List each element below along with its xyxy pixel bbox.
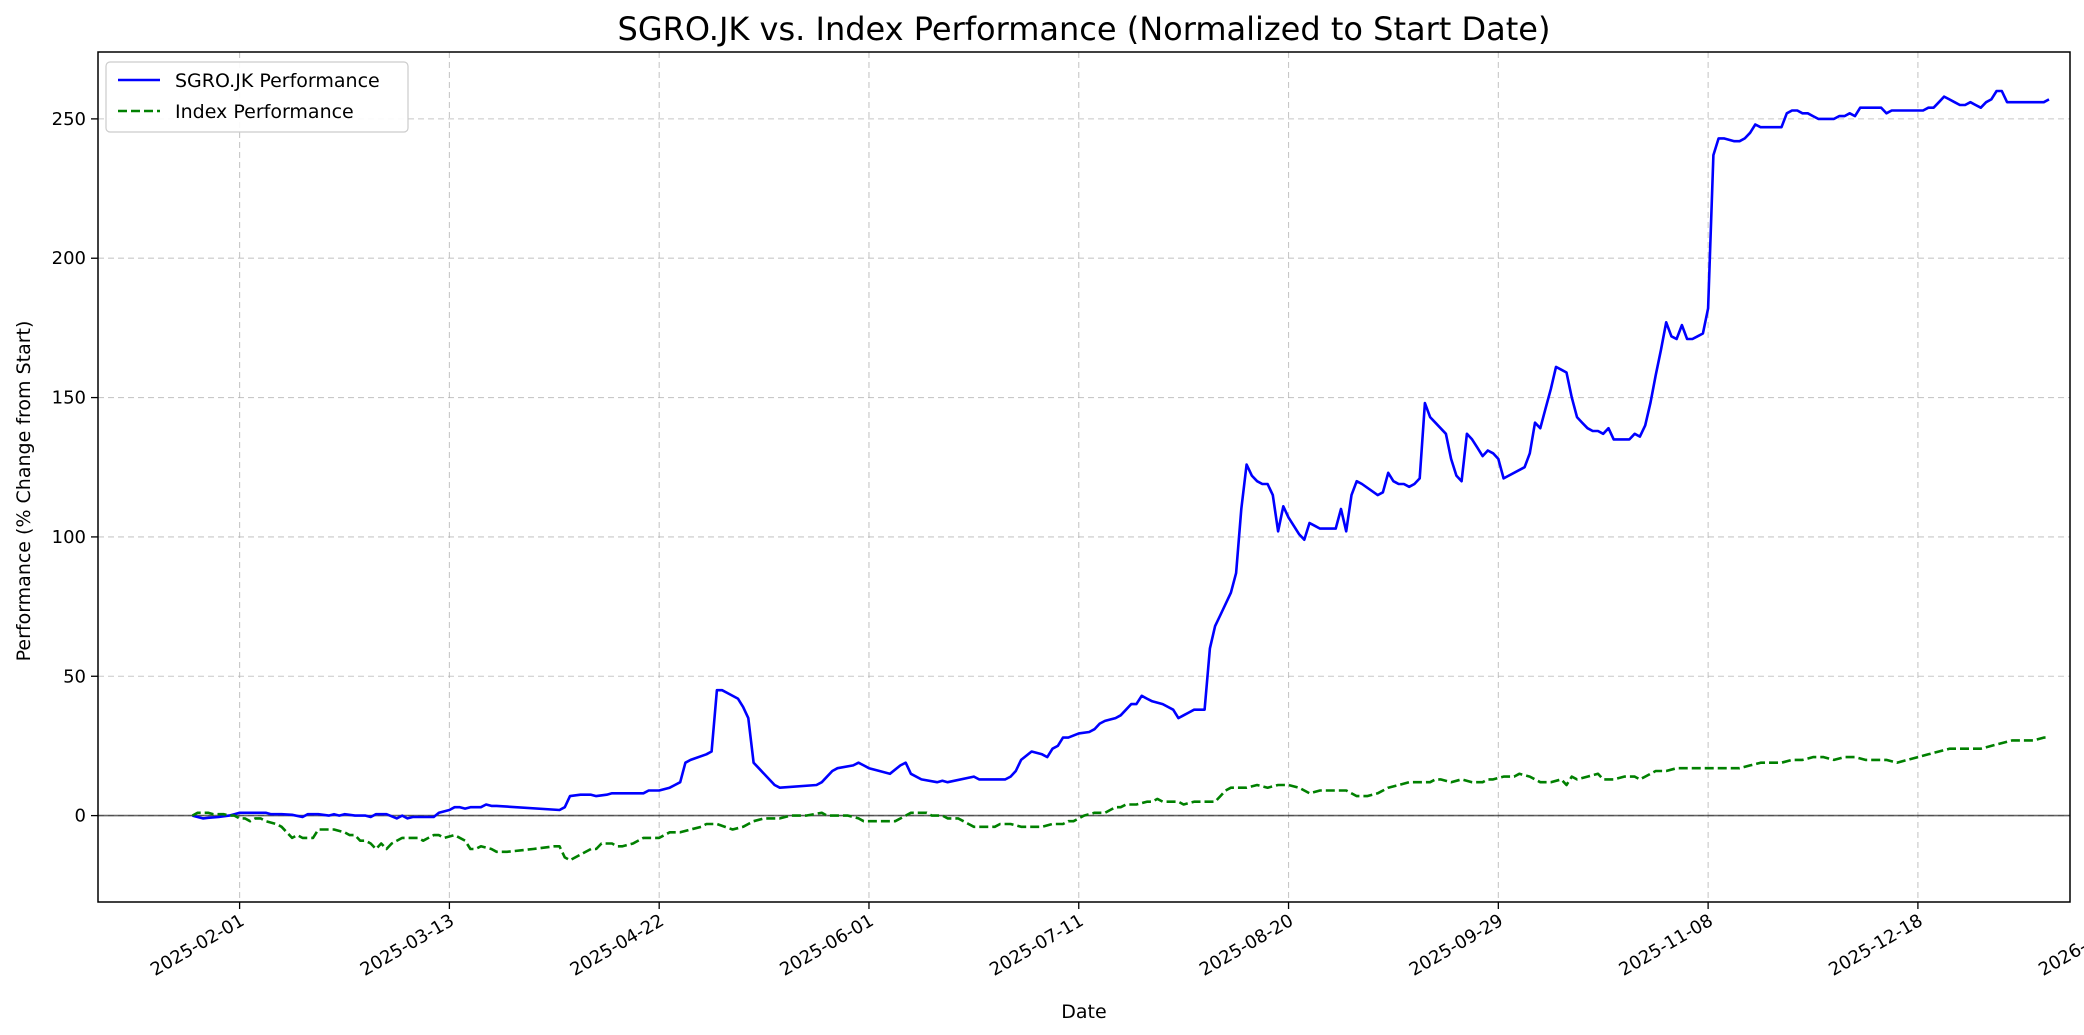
series-line-sgro [192, 89, 2050, 820]
y-tick-label: 150 [52, 388, 86, 409]
series-line-index [191, 736, 2049, 862]
legend: SGRO.JK Performance Index Performance [105, 61, 409, 133]
series-layer [191, 89, 2050, 862]
y-tick-label: 250 [52, 109, 86, 130]
chart-title: SGRO.JK vs. Index Performance (Normalize… [618, 10, 1551, 48]
y-axis: 0 50 100 150 200 250 [52, 109, 98, 827]
y-tick-label: 0 [75, 806, 86, 827]
y-tick-label: 100 [52, 527, 86, 548]
y-axis-title: Performance (% Change from Start) [13, 321, 35, 662]
legend-label-index: Index Performance [175, 101, 354, 123]
plot-frame [97, 51, 2071, 903]
legend-label-sgro: SGRO.JK Performance [175, 70, 380, 92]
legend-box [105, 61, 409, 133]
y-tick-label: 200 [52, 248, 86, 269]
x-axis-title: Date [1061, 1001, 1106, 1023]
y-tick-label: 50 [63, 666, 86, 687]
